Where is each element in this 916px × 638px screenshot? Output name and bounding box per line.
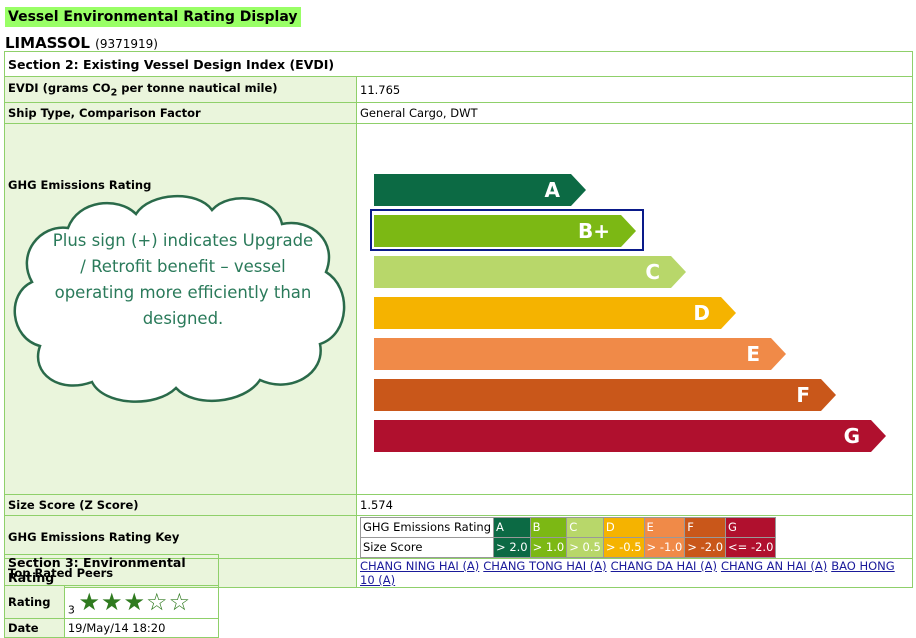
vessel-heading: LIMASSOL (9371919) <box>5 34 158 52</box>
star-filled-icon: ★ <box>101 587 124 616</box>
rating-bar-e: E <box>374 338 786 370</box>
key-score-f: > -2.0 <box>684 536 727 558</box>
size-score-label: Size Score (Z Score) <box>4 494 357 516</box>
ghg-rating-cell: A B+ C D E F G <box>356 123 913 495</box>
section3-title: Section 3: Environmental Rating <box>4 554 219 586</box>
rating-key-table: GHG Emissions Rating A B C D E F G Size Score > … <box>359 516 777 558</box>
callout-cloud <box>13 195 346 403</box>
key-score-d: > -0.5 <box>602 536 645 558</box>
rating-bar-b-plus: B+ <box>374 215 636 247</box>
rating-stars: ★★★☆☆ <box>79 588 192 616</box>
key-row1-label: GHG Emissions Rating <box>359 516 495 538</box>
callout-text: Plus sign (+) indicates Upgrade / Retrof… <box>52 231 314 328</box>
vessel-name: LIMASSOL <box>5 34 90 52</box>
key-grade-c: C <box>566 516 604 538</box>
key-score-e: > -1.0 <box>643 536 686 558</box>
rating-key-label: GHG Emissions Rating Key <box>4 515 357 559</box>
ghg-rating-bars: A B+ C D E F G <box>360 154 908 464</box>
key-row2-label: Size Score <box>359 536 495 558</box>
environmental-rating-table: Section 3: Environmental Rating Rating 3… <box>4 554 220 638</box>
rating-bar-f: F <box>374 379 836 411</box>
key-grade-f: F <box>684 516 727 538</box>
peer-link[interactable]: BAO HONG 10 (A) <box>360 559 895 587</box>
rating-value: 3 <box>67 603 75 617</box>
rating-cell: 3 ★★★☆☆ <box>63 585 220 619</box>
peer-link[interactable]: CHANG TONG HAI (A) <box>483 559 607 573</box>
selected-rating-box <box>370 209 644 251</box>
rating-bar-d: D <box>374 297 736 329</box>
size-score-value: 1.574 <box>356 494 913 516</box>
star-empty-icon: ☆ <box>146 587 169 616</box>
peers-list: CHANG NING HAI (A) CHANG TONG HAI (A) CHAN… <box>356 558 913 588</box>
evdi-label: EVDI (grams CO2 per tonne nautical mile) <box>4 76 357 103</box>
page-title: Vessel Environmental Rating Display <box>5 7 301 27</box>
rating-bar-a: A <box>374 174 586 206</box>
rating-key-cell: GHG Emissions Rating A B C D E F G Size Score > … <box>356 515 913 559</box>
ship-type-label: Ship Type, Comparison Factor <box>4 102 357 124</box>
star-filled-icon: ★ <box>78 587 102 616</box>
key-score-a: > 2.0 <box>493 536 531 558</box>
key-grade-b: B <box>529 516 568 538</box>
rating-bar-c: C <box>374 256 686 288</box>
evdi-value: 11.765 <box>356 76 913 103</box>
key-grade-a: A <box>493 516 531 538</box>
key-score-b: > 1.0 <box>529 536 568 558</box>
vessel-imo: (9371919) <box>95 37 158 51</box>
peer-link[interactable]: CHANG DA HAI (A) <box>610 559 717 573</box>
key-grade-d: D <box>602 516 645 538</box>
ship-type-value: General Cargo, DWT <box>356 102 913 124</box>
section2-title: Section 2: Existing Vessel Design Index … <box>4 51 913 77</box>
star-filled-icon: ★ <box>123 587 147 616</box>
key-score-g: <= -2.0 <box>725 536 777 558</box>
date-value: 19/May/14 18:20 <box>63 618 220 638</box>
date-label: Date <box>4 618 65 638</box>
star-empty-icon: ☆ <box>168 587 192 616</box>
rating-bar-g: G <box>374 420 886 452</box>
key-score-c: > 0.5 <box>566 536 604 558</box>
rating-label: Rating <box>4 585 65 619</box>
key-grade-e: E <box>643 516 686 538</box>
peer-link[interactable]: CHANG NING HAI (A) <box>360 559 480 573</box>
key-grade-g: G <box>725 516 777 538</box>
peer-link[interactable]: CHANG AN HAI (A) <box>720 559 828 573</box>
